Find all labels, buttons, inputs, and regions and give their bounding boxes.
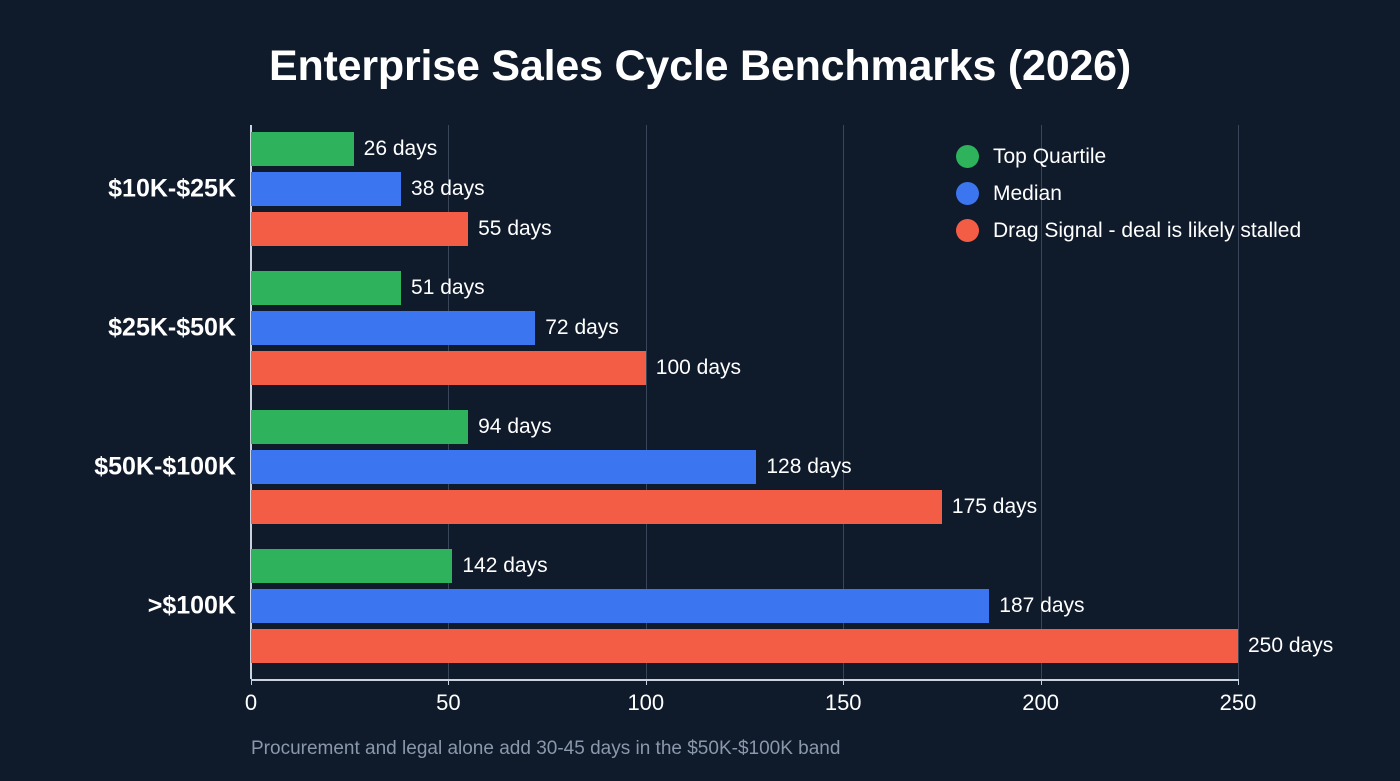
legend-item-label: Median <box>993 181 1062 205</box>
legend-item[interactable]: Top Quartile <box>956 138 1301 175</box>
bar-value-label: 128 days <box>766 455 852 478</box>
legend-item[interactable]: Drag Signal - deal is likely stalled <box>956 212 1301 249</box>
category-label: $50K-$100K <box>94 452 236 481</box>
gridline <box>645 125 647 679</box>
bar <box>251 549 453 583</box>
category-label: $10K-$25K <box>108 174 236 203</box>
bar <box>251 172 402 206</box>
gridline <box>1040 125 1042 679</box>
chart-title: Enterprise Sales Cycle Benchmarks (2026) <box>268 42 1131 90</box>
bar-value-label: 142 days <box>462 554 548 577</box>
bar-value-label: 38 days <box>411 177 485 200</box>
bar <box>251 490 942 524</box>
bar <box>251 589 990 623</box>
x-axis-tick-label: 250 <box>1219 690 1257 715</box>
legend-item[interactable]: Median <box>956 175 1301 212</box>
bar <box>251 132 354 166</box>
bar <box>251 629 1238 663</box>
x-axis-tick <box>1040 679 1042 685</box>
x-axis-line <box>251 679 1238 681</box>
bar-value-label: 72 days <box>545 316 619 339</box>
category-label: $25K-$50K <box>108 313 236 342</box>
bar <box>251 450 757 484</box>
bar-value-label: 94 days <box>478 415 552 438</box>
x-axis-tick <box>843 679 845 685</box>
legend-swatch-icon <box>956 219 979 242</box>
legend-item-label: Drag Signal - deal is likely stalled <box>993 218 1302 242</box>
y-axis-line <box>250 125 252 679</box>
legend-swatch-icon <box>956 182 979 205</box>
bar-value-label: 55 days <box>478 217 552 240</box>
gridline <box>448 125 450 679</box>
bar <box>251 311 536 345</box>
legend-item-label: Top Quartile <box>993 144 1107 168</box>
legend-swatch-icon <box>956 145 979 168</box>
x-axis-tick <box>1238 679 1239 685</box>
gridline <box>1238 125 1239 679</box>
chart-legend: Top Quartile Median Drag Signal - deal is … <box>956 138 1301 249</box>
x-axis-tick-label: 0 <box>244 690 258 715</box>
bar <box>251 271 402 305</box>
bar-value-label: 51 days <box>411 276 485 299</box>
bar <box>251 212 469 246</box>
chart-annotation: Procurement and legal alone add 30-45 da… <box>251 738 841 759</box>
bar <box>251 410 469 444</box>
x-axis-tick-label: 100 <box>627 690 665 715</box>
x-axis-tick-label: 150 <box>824 690 862 715</box>
bar-value-label: 100 days <box>655 356 742 379</box>
x-axis-tick <box>645 679 647 685</box>
bar <box>251 351 646 385</box>
gridline <box>843 125 845 679</box>
x-axis-tick-label: 50 <box>436 690 461 715</box>
category-label: >$100K <box>147 591 236 620</box>
bar-value-label: 26 days <box>363 137 438 160</box>
bar-value-label: 187 days <box>999 594 1085 617</box>
bar-value-label: 175 days <box>951 495 1038 518</box>
x-axis-tick-label: 200 <box>1022 690 1059 715</box>
x-axis-tick <box>251 679 252 685</box>
x-axis-tick <box>448 679 450 685</box>
bar-value-label: 250 days <box>1248 634 1334 657</box>
